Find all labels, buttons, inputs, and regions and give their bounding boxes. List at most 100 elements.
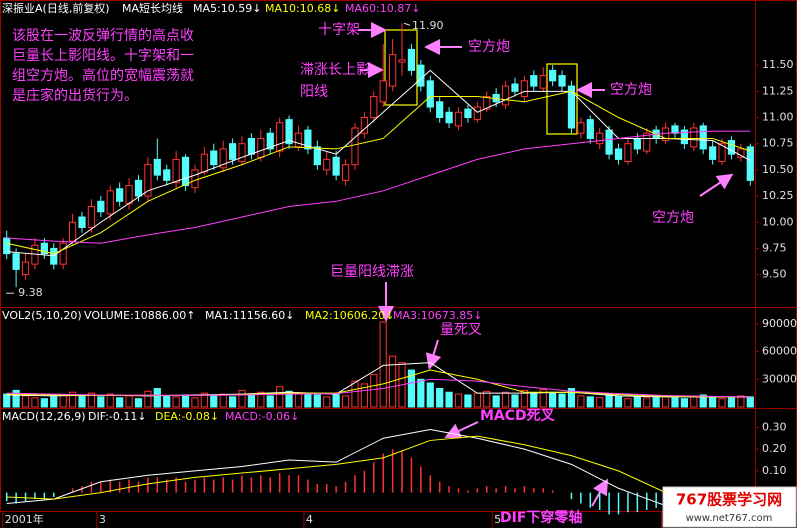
- candle-body: [125, 185, 133, 204]
- volume-bar: [426, 382, 434, 408]
- note-line: 是庄家的出货行为。: [12, 87, 138, 104]
- volume-bar: [59, 394, 67, 408]
- volume-bar: [501, 391, 510, 408]
- volume-bar: [652, 395, 660, 408]
- volume-bar: [483, 390, 491, 408]
- volume-bar: [31, 397, 39, 408]
- arrow: [425, 339, 442, 370]
- volume-bar: [172, 396, 180, 408]
- annotation: 滞涨长上影: [300, 62, 370, 78]
- candle-body: [407, 48, 416, 71]
- arrows: [358, 22, 734, 507]
- highlight-boxes: [384, 29, 578, 135]
- candle-body: [50, 247, 58, 265]
- volume-bar: [454, 393, 463, 408]
- volume-bar: [50, 396, 58, 408]
- candle-body: [746, 146, 754, 181]
- volume-bar: [97, 396, 105, 408]
- annotation: 阳线: [300, 84, 328, 100]
- candle-body: [106, 190, 114, 215]
- candle-body: [219, 148, 227, 169]
- ma-line: [6, 435, 751, 511]
- candle-body: [163, 169, 171, 181]
- volume-bar: [153, 388, 161, 408]
- legend-entry: MA3:10673.85↓: [393, 309, 482, 322]
- x-tick-label: 5: [494, 513, 501, 526]
- volume-bar: [417, 378, 425, 408]
- volume-bar: [539, 388, 547, 408]
- candle-body: [323, 158, 331, 171]
- candle-body: [313, 146, 321, 166]
- volume-bar: [163, 395, 171, 408]
- volume-bar: [558, 393, 566, 408]
- candle-body: [454, 111, 463, 127]
- volume-bar: [304, 392, 312, 408]
- volume-bar: [492, 395, 500, 408]
- candle-body: [464, 108, 472, 119]
- candle-body: [191, 169, 199, 189]
- candle-body: [351, 127, 359, 166]
- volume-bar: [21, 395, 30, 408]
- candle-body: [229, 143, 237, 160]
- volume-bar: [370, 374, 378, 408]
- volume-bar: [530, 392, 538, 408]
- candle-body: [436, 101, 444, 119]
- volume-bar: [643, 397, 651, 408]
- volume-bar: [671, 397, 679, 408]
- high-label: 11.90: [412, 19, 444, 32]
- candle-body: [181, 156, 190, 187]
- volume-bar: [313, 394, 321, 408]
- candle-body: [370, 96, 378, 119]
- note-line: 该股在一波反弹行情的高点收: [12, 27, 194, 44]
- volume-bar: [78, 395, 86, 408]
- volume-bar: [219, 393, 227, 408]
- x-tick-label: 3: [99, 513, 106, 526]
- ma-line: [6, 69, 751, 257]
- pane-title: 深振业A(日线,前复权): [2, 1, 110, 15]
- volume-bar: [709, 396, 717, 408]
- candle-body: [680, 129, 689, 145]
- candle-body: [605, 129, 613, 155]
- candle-body: [417, 64, 425, 87]
- y-tick-label: 30000: [762, 372, 797, 385]
- candle-body: [40, 242, 48, 255]
- legend-entry: MA10:10.68↓: [265, 2, 340, 15]
- watermark-box: [662, 486, 797, 528]
- candle-body: [294, 132, 303, 148]
- volume-bar: [116, 397, 124, 408]
- candle-body: [661, 127, 670, 142]
- volume-bar: [407, 369, 416, 408]
- candle-body: [699, 125, 707, 150]
- ma-line: [6, 130, 751, 244]
- candle-body: [341, 164, 350, 181]
- candle-body: [21, 261, 30, 276]
- candle-body: [671, 125, 679, 134]
- volume-bar: [586, 396, 594, 408]
- volume-bar: [436, 388, 444, 408]
- volume-bar: [661, 396, 670, 408]
- volume-bar: [690, 395, 698, 408]
- volume-bar: [596, 397, 604, 408]
- y-tick-label: 10.00: [762, 215, 794, 228]
- volume-bar: [464, 394, 472, 408]
- volume-bar: [229, 396, 237, 408]
- candle-body: [134, 179, 143, 197]
- candle-body: [304, 129, 312, 150]
- volume-bar: [567, 388, 576, 408]
- candle-body: [539, 75, 547, 89]
- volume-bar: [87, 392, 96, 408]
- pane-title: VOL2(5,10,20): [2, 309, 82, 322]
- volume-bar: [40, 398, 48, 408]
- candle-body: [285, 119, 293, 145]
- volume-bar: [3, 393, 11, 408]
- arrow: [699, 173, 734, 197]
- y-tick-label: 0.20: [762, 442, 787, 455]
- volume-bar: [125, 395, 133, 408]
- annotation: 十字架: [318, 22, 360, 38]
- candle-body: [586, 119, 594, 139]
- y-tick-label: 60000: [762, 345, 797, 358]
- candle-body: [78, 216, 86, 228]
- highlight-box: [384, 29, 418, 106]
- ma-line: [6, 378, 751, 398]
- volume-bar: [624, 398, 632, 408]
